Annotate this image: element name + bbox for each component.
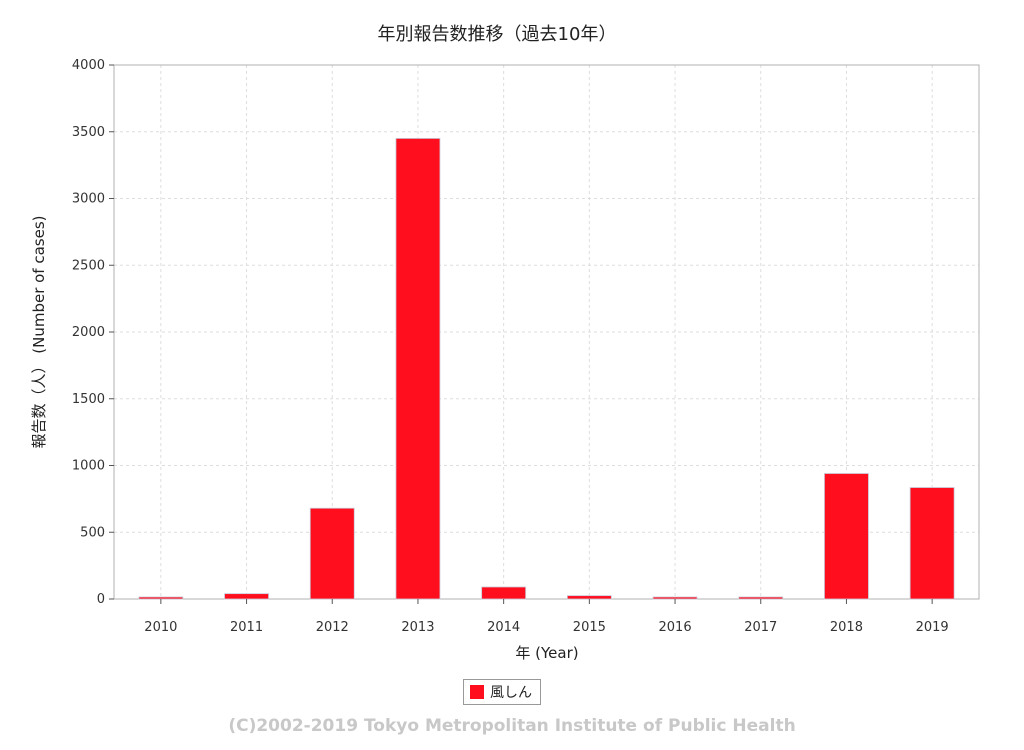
x-tick-label: 2019	[916, 620, 949, 635]
bar-2012	[309, 507, 355, 600]
x-tick-label: 2015	[573, 620, 606, 635]
bars	[138, 138, 955, 600]
legend-swatch	[470, 685, 484, 699]
y-tick-label: 500	[80, 525, 105, 540]
chart-title: 年別報告数推移（過去10年）	[378, 24, 617, 45]
y-tick-label: 1500	[72, 392, 105, 407]
x-tick-label: 2011	[230, 620, 263, 635]
x-tick-label: 2013	[401, 620, 434, 635]
y-tick-label: 3000	[72, 192, 105, 207]
y-tick-label: 0	[97, 592, 105, 607]
x-tick-label: 2018	[830, 620, 863, 635]
x-tick-label: 2017	[744, 620, 777, 635]
bar-chart: 年別報告数推移（過去10年） 0 500 1000 1500 2000 2500 3000 3…	[30, 24, 980, 662]
x-tick-label: 2016	[659, 620, 692, 635]
x-tick-label: 2010	[144, 620, 177, 635]
legend: 風しん	[463, 679, 541, 705]
y-axis-label: 報告数（人） (Number of cases)	[30, 215, 48, 448]
y-tick-label: 1000	[72, 459, 105, 474]
bar-2010	[138, 596, 184, 600]
y-tick-label: 3500	[72, 125, 105, 140]
bar-2011	[224, 593, 269, 600]
bar-2019	[909, 487, 955, 600]
x-tick-label: 2012	[316, 620, 349, 635]
x-axis-label: 年 (Year)	[515, 644, 578, 662]
bar-2017	[738, 596, 784, 600]
bar-2016	[652, 596, 698, 600]
bar-2018	[824, 473, 869, 600]
legend-label: 風しん	[490, 685, 532, 701]
y-axis-ticks: 0 500 1000 1500 2000 2500 3000 3500 4000	[72, 58, 114, 607]
bar-2014	[481, 586, 527, 600]
y-tick-label: 2000	[72, 325, 105, 340]
y-tick-label: 2500	[72, 258, 105, 273]
y-tick-label: 4000	[72, 58, 105, 73]
x-tick-label: 2014	[487, 620, 520, 635]
x-axis-ticks: 2010 2011 2012 2013 2014 2015 2016 2017 2018 2019	[144, 599, 949, 635]
bar-2015	[566, 595, 612, 600]
copyright: (C)2002-2019 Tokyo Metropolitan Institut…	[228, 716, 796, 736]
bar-2013	[395, 138, 441, 600]
